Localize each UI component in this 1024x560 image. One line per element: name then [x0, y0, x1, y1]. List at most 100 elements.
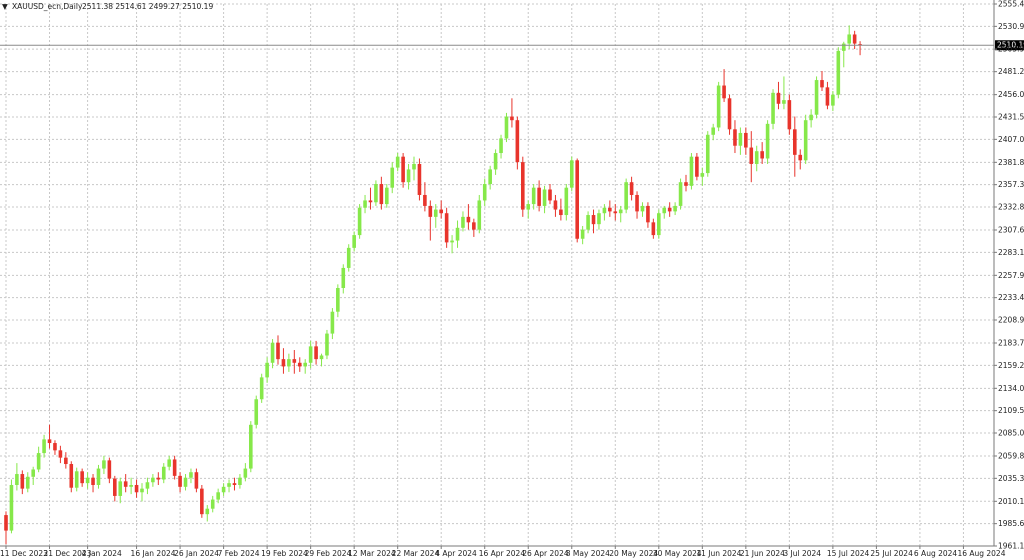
candle-bearish	[548, 184, 552, 205]
candle-body	[96, 468, 101, 485]
candle-body	[559, 209, 563, 216]
time-tick-label: 16 Apr 2024	[479, 549, 526, 558]
candle-body	[738, 132, 743, 146]
price-tick-label: 2307.60	[998, 225, 1024, 234]
candle-body	[140, 488, 144, 493]
candle-bullish	[151, 474, 155, 487]
candle-bearish	[194, 468, 199, 493]
candle-bullish	[183, 474, 188, 491]
candle-body	[172, 459, 177, 476]
candle-bullish	[374, 180, 378, 206]
candle-bullish	[346, 244, 351, 272]
candle-body	[521, 162, 525, 210]
chart-header: ▼ XAUUSD_ecn,Daily 2511.38 2514.61 2499.…	[2, 2, 213, 11]
candle-body	[689, 156, 694, 186]
candle-body	[814, 80, 819, 115]
candle-body	[820, 80, 824, 88]
candle-bullish	[36, 446, 41, 473]
candle-bearish	[428, 200, 433, 241]
candle-bullish	[352, 231, 356, 252]
candle-bullish	[249, 421, 253, 473]
candle-body	[700, 173, 705, 177]
candle-bullish	[238, 474, 242, 489]
candle-bearish	[123, 474, 128, 493]
candle-bearish	[521, 156, 525, 217]
dropdown-arrow-icon[interactable]: ▼	[2, 2, 8, 11]
candle-bearish	[727, 94, 732, 135]
candle-body	[303, 362, 307, 367]
price-tick-label: 1985.60	[998, 519, 1024, 528]
candle-body	[537, 187, 541, 206]
candle-body	[591, 215, 596, 225]
candle-bullish	[716, 81, 721, 132]
candle-bearish	[559, 198, 563, 221]
candle-body	[439, 209, 443, 214]
candle-body	[744, 132, 748, 148]
candle-body	[390, 167, 395, 188]
candle-bullish	[15, 463, 19, 491]
candle-body	[477, 200, 482, 230]
candle-bearish	[793, 116, 797, 177]
candle-bearish	[134, 479, 139, 498]
candle-body	[858, 44, 862, 46]
candle-bearish	[156, 472, 161, 485]
price-tick-label: 2257.90	[998, 271, 1024, 280]
candle-bullish	[531, 184, 536, 210]
candle-bearish	[368, 187, 373, 210]
candle-body	[428, 205, 433, 217]
candle-body	[31, 469, 35, 477]
price-tick-label: 2183.70	[998, 338, 1024, 347]
candle-bearish	[667, 202, 672, 217]
candle-bullish	[504, 112, 509, 143]
candle-body	[227, 483, 231, 487]
candle-body	[580, 229, 585, 239]
candle-body	[341, 267, 346, 288]
candle-body	[493, 153, 498, 170]
candle-bullish	[341, 264, 346, 294]
candle-body	[102, 460, 106, 469]
candle-bullish	[102, 455, 106, 475]
candle-body	[564, 187, 569, 216]
candle-bearish	[232, 477, 237, 491]
ohlc-values: 2511.38 2514.61 2499.27 2510.19	[82, 2, 213, 11]
candle-body	[379, 184, 384, 205]
candle-bullish	[624, 178, 628, 214]
price-tick-label: 2010.10	[998, 497, 1024, 506]
candle-body	[374, 184, 378, 203]
candle-body	[346, 247, 351, 268]
candle-body	[787, 100, 792, 130]
candle-bearish	[858, 41, 862, 56]
candle-bullish	[765, 120, 770, 164]
time-tick-label: 6 Aug 2024	[914, 549, 957, 558]
candle-bearish	[787, 94, 792, 135]
candle-bearish	[684, 174, 688, 192]
candle-body	[210, 499, 215, 509]
candle-bearish	[613, 204, 618, 221]
price-tick-label: 2134.00	[998, 384, 1024, 393]
candle-bearish	[820, 70, 824, 92]
candle-body	[325, 333, 329, 356]
candle-body	[297, 362, 302, 367]
candle-body	[782, 100, 786, 104]
candle-bearish	[53, 440, 57, 455]
candle-bearish	[695, 153, 699, 181]
price-tick-label: 2481.20	[998, 67, 1024, 76]
candle-body	[646, 205, 650, 223]
candle-bullish	[265, 357, 269, 383]
candles	[4, 25, 862, 545]
candle-body	[722, 85, 726, 99]
candle-bearish	[591, 209, 596, 234]
candle-body	[183, 477, 188, 487]
candle-bullish	[161, 463, 166, 484]
time-tick-label: 15 Jul 2024	[827, 549, 870, 558]
candle-body	[510, 116, 514, 121]
candle-bullish	[814, 76, 819, 119]
candle-body	[504, 116, 509, 139]
candle-body	[444, 213, 449, 243]
candle-body	[15, 474, 19, 485]
candle-body	[629, 182, 634, 195]
candle-body	[597, 213, 601, 225]
candle-bearish	[537, 180, 541, 212]
